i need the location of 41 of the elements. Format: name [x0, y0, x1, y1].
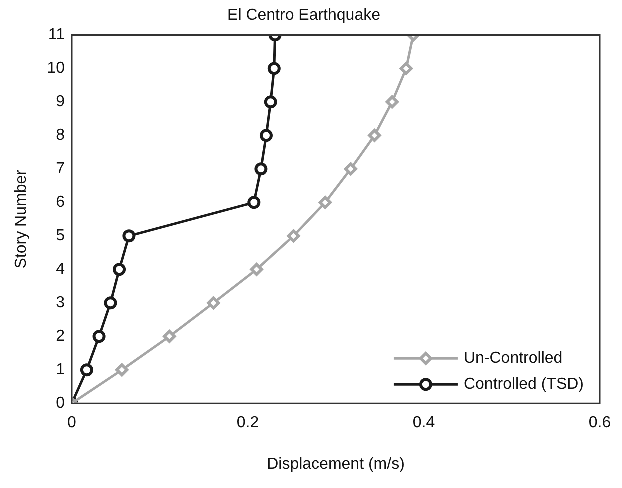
point: [113, 263, 126, 276]
point: [268, 62, 281, 76]
chart-title: El Centro Earthquake: [228, 7, 381, 24]
y-tick-label: 1: [56, 362, 66, 379]
y-tick-label: 6: [56, 194, 66, 212]
y-tick-label: 5: [56, 228, 66, 245]
y-tick-label: 10: [47, 60, 66, 78]
x-tick-label: 0.2: [236, 414, 260, 432]
point: [400, 62, 413, 76]
point: [287, 230, 300, 243]
y-tick-label: 11: [48, 26, 66, 44]
x-tick-label: 0: [68, 414, 77, 432]
point: [80, 364, 94, 377]
y-axis-title: Story Number: [13, 169, 30, 269]
y-tick-label: 7: [56, 160, 66, 178]
point: [254, 162, 268, 176]
point: [248, 196, 261, 210]
point: [318, 196, 332, 210]
point: [368, 129, 382, 142]
y-tick-label: 4: [56, 261, 66, 278]
point: [260, 129, 273, 142]
y-tick-label: 2: [56, 328, 66, 346]
x-axis-title: Displacement (m/s): [267, 456, 405, 473]
point: [344, 162, 358, 176]
point: [207, 296, 220, 310]
y-tick-label: 0: [56, 395, 66, 412]
point: [163, 330, 176, 344]
y-tick-label: 3: [56, 294, 66, 312]
point: [250, 263, 264, 276]
y-tick-label: 8: [56, 127, 66, 144]
point: [122, 230, 136, 243]
x-tick-label: 0.6: [588, 414, 612, 432]
point: [104, 296, 118, 310]
point: [264, 96, 278, 109]
point: [92, 330, 106, 344]
legend-label: Controlled (TSD): [464, 376, 584, 394]
point: [386, 96, 399, 109]
y-tick-label: 9: [56, 94, 66, 111]
point: [116, 364, 129, 377]
x-tick-label: 0.4: [412, 414, 436, 432]
legend-label: Un-Controlled: [464, 350, 563, 368]
